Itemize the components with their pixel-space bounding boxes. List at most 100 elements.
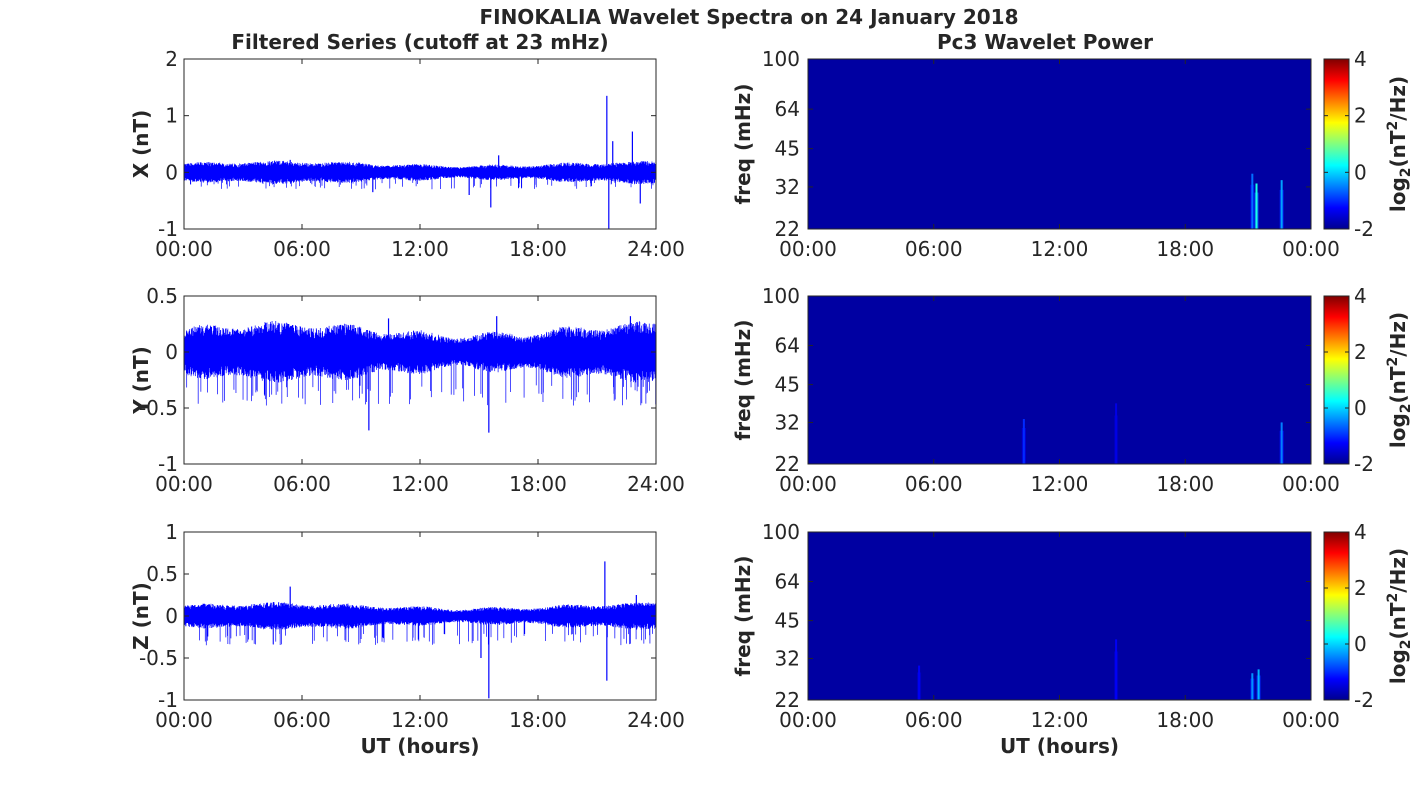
colorbar-gradient — [1324, 59, 1349, 229]
x-tick-label: 00:00 — [779, 472, 837, 496]
x-tick-label: 24:00 — [627, 237, 685, 261]
x-tick-label: 12:00 — [1031, 237, 1089, 261]
y-tick-label: 1 — [165, 520, 178, 544]
x-axis-label: UT (hours) — [1000, 734, 1119, 758]
spectrum-feature — [918, 665, 921, 700]
colorbar-label-superscript: 2 — [1385, 121, 1401, 131]
y-axis-label: freq (mHz) — [731, 320, 755, 441]
spectrum-background — [808, 59, 1311, 229]
y-tick-label: 64 — [775, 334, 800, 358]
colorbar-tick-label: -2 — [1354, 217, 1374, 241]
x-tick-label: 12:00 — [1031, 708, 1089, 732]
y-tick-label: 64 — [775, 97, 800, 121]
y-tick-label: -1 — [158, 452, 178, 476]
x-tick-label: 00:00 — [779, 237, 837, 261]
colorbar-label-text: /Hz) — [1386, 548, 1410, 593]
spectrum-feature — [1255, 183, 1258, 229]
y-axis-label: Z (nT) — [129, 582, 153, 650]
x-tick-label: 06:00 — [905, 237, 963, 261]
colorbar-tick-label: 4 — [1354, 47, 1367, 71]
colorbar-tick-label: 0 — [1354, 160, 1367, 184]
spectrum-feature — [1280, 422, 1283, 464]
x-tick-label: 06:00 — [905, 472, 963, 496]
y-tick-label: -0.5 — [139, 646, 178, 670]
colorbar-label-subscript: 2 — [1398, 167, 1414, 177]
colorbar-tick-label: 0 — [1354, 632, 1367, 656]
y-tick-label: 45 — [775, 373, 800, 397]
spectrum-feature — [1280, 180, 1283, 229]
x-tick-label: 00:00 — [1282, 237, 1340, 261]
spectrum-feature — [1251, 673, 1254, 700]
y-tick-label: 1 — [165, 104, 178, 128]
y-tick-label: -1 — [158, 688, 178, 712]
y-tick-label: 32 — [775, 646, 800, 670]
spectrum-feature — [1115, 403, 1118, 464]
colorbar-label-text: log — [1386, 177, 1410, 212]
spectrum-feature — [1115, 639, 1118, 700]
series-panel-x: -1 0 1 2 00:00 06:00 12:00 18:00 24:00 X (nT) — [129, 47, 685, 261]
y-tick-label: 0 — [165, 160, 178, 184]
y-tick-label: 0.5 — [146, 562, 178, 586]
plot-area — [184, 296, 656, 464]
y-axis-label: freq (mHz) — [731, 84, 755, 205]
x-tick-label: 00:00 — [155, 472, 213, 496]
y-tick-label: 22 — [775, 452, 800, 476]
colorbar-label-text: (nT — [1386, 130, 1410, 167]
x-tick-label: 12:00 — [391, 472, 449, 496]
x-tick-label: 12:00 — [1031, 472, 1089, 496]
y-tick-label: 45 — [775, 609, 800, 633]
spectrum-panel-x: 2 2 32 45 64 100 00:00 06:00 12:00 18:00 00:00 freq… — [731, 47, 1414, 261]
colorbar-label-superscript: 2 — [1385, 357, 1401, 367]
colorbar-tick-label: -2 — [1354, 688, 1374, 712]
colorbar-box — [1323, 295, 1350, 465]
colorbar-gradient — [1324, 296, 1349, 464]
x-tick-label: 18:00 — [509, 472, 567, 496]
colorbar-tick-label: 2 — [1354, 104, 1367, 128]
x-tick-label: 00:00 — [779, 708, 837, 732]
colorbar-label-text: (nT — [1386, 602, 1410, 639]
x-tick-label: 18:00 — [1156, 472, 1214, 496]
y-axis-label: X (nT) — [129, 110, 153, 179]
x-tick-label: 06:00 — [273, 708, 331, 732]
colorbar-label: log2(nT2/Hz) — [1385, 548, 1414, 684]
colorbar-label-subscript: 2 — [1398, 639, 1414, 649]
colorbar-label-superscript: 2 — [1385, 593, 1401, 603]
x-tick-label: 12:00 — [391, 237, 449, 261]
colorbar-label-subscript: 2 — [1398, 403, 1414, 413]
colorbar-tick-label: 0 — [1354, 396, 1367, 420]
colorbar-tick-label: 2 — [1354, 340, 1367, 364]
colorbar-box — [1323, 58, 1350, 230]
y-tick-label: 0 — [165, 340, 178, 364]
colorbar-label-text: log — [1386, 413, 1410, 448]
panels: -1 0 1 2 00:00 06:00 12:00 18:00 24:00 X (nT) -1 -0… — [129, 47, 1414, 758]
x-tick-label: 18:00 — [1156, 237, 1214, 261]
right-column-title: Pc3 Wavelet Power — [937, 30, 1153, 54]
x-tick-label: 06:00 — [273, 472, 331, 496]
colorbar-label-text: /Hz) — [1386, 312, 1410, 357]
x-tick-label: 18:00 — [509, 708, 567, 732]
y-tick-label: 0 — [165, 604, 178, 628]
y-tick-label: -0.5 — [139, 396, 178, 420]
x-tick-label: 06:00 — [273, 237, 331, 261]
y-tick-label: 2 — [165, 47, 178, 71]
y-tick-label: 0.5 — [146, 284, 178, 308]
x-tick-label: 12:00 — [391, 708, 449, 732]
x-tick-label: 18:00 — [509, 237, 567, 261]
spectrum-feature — [1022, 419, 1025, 464]
x-tick-label: 00:00 — [155, 237, 213, 261]
y-tick-label: 45 — [775, 137, 800, 161]
colorbar-box — [1323, 531, 1350, 701]
y-tick-label: 100 — [762, 47, 800, 71]
plot-area — [184, 59, 656, 229]
y-tick-label: 100 — [762, 520, 800, 544]
figure-title: FINOKALIA Wavelet Spectra on 24 January … — [479, 5, 1018, 29]
x-tick-label: 24:00 — [627, 472, 685, 496]
y-tick-label: 32 — [775, 175, 800, 199]
x-tick-label: 18:00 — [1156, 708, 1214, 732]
x-tick-label: 00:00 — [1282, 708, 1340, 732]
